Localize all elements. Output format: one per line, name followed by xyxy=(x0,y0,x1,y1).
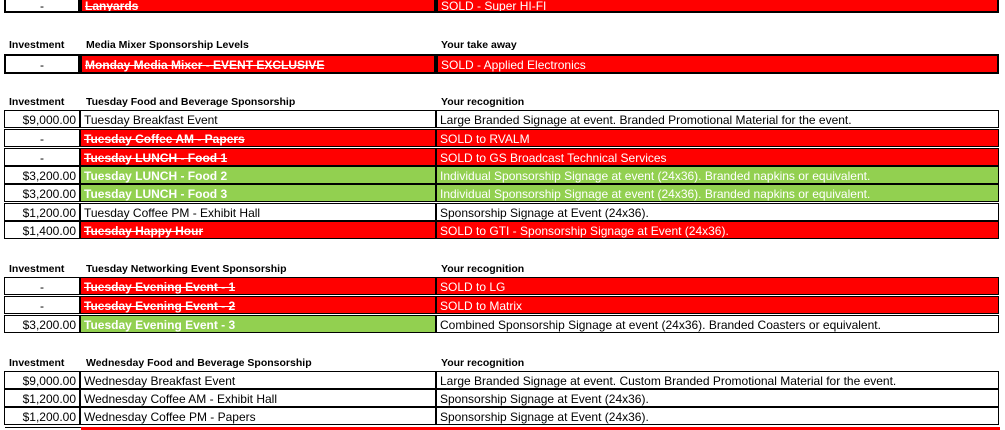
section-title: Tuesday Food and Beverage Sponsorship xyxy=(86,96,296,108)
investment-header: Investment xyxy=(9,263,65,275)
investment-cell[interactable]: $1,400.00 xyxy=(4,221,80,239)
sponsorship-name-cell[interactable]: Tuesday LUNCH - Food 2 xyxy=(80,166,436,184)
investment-cell[interactable]: $1,200.00 xyxy=(4,389,80,407)
recognition-cell[interactable]: Individual Sponsorship Signage at event … xyxy=(436,166,999,184)
investment-cell[interactable]: - xyxy=(4,129,80,147)
recognition-cell[interactable]: Large Branded Signage at event. Custom B… xyxy=(436,371,999,389)
sponsorship-name-cell[interactable]: Lanyards xyxy=(80,0,436,13)
recognition-cell[interactable]: SOLD to LG xyxy=(436,277,999,295)
section-title: Media Mixer Sponsorship Levels xyxy=(86,39,249,51)
investment-cell[interactable]: - xyxy=(4,277,80,295)
investment-cell[interactable]: $3,200.00 xyxy=(4,315,80,333)
investment-header: Investment xyxy=(9,96,65,108)
recognition-header: Your recognition xyxy=(441,357,525,369)
investment-cell[interactable]: - xyxy=(4,0,80,13)
section-title: Tuesday Networking Event Sponsorship xyxy=(86,263,287,275)
sponsorship-name-cell[interactable]: Wednesday Coffee PM - Papers xyxy=(80,407,436,425)
investment-cell[interactable]: $1,200.00 xyxy=(4,203,80,221)
next-row-edge xyxy=(81,427,1000,430)
recognition-cell[interactable]: Sponsorship Signage at Event (24x36). xyxy=(436,407,999,425)
sponsorship-name-cell[interactable]: Tuesday Coffee PM - Exhibit Hall xyxy=(80,203,436,221)
recognition-cell[interactable]: Combined Sponsorship Signage at event (2… xyxy=(436,315,999,333)
recognition-cell[interactable]: Sponsorship Signage at Event (24x36). xyxy=(436,203,999,221)
sponsorship-name-cell[interactable]: Tuesday Coffee AM - Papers xyxy=(80,129,436,147)
recognition-cell[interactable]: Large Branded Signage at event. Branded … xyxy=(436,110,999,128)
sponsorship-name-cell[interactable]: Tuesday LUNCH - Food 3 xyxy=(80,184,436,202)
investment-cell[interactable]: $3,200.00 xyxy=(4,184,80,202)
sponsorship-name-cell[interactable]: Tuesday Breakfast Event xyxy=(80,110,436,128)
recognition-header: Your take away xyxy=(441,39,517,51)
investment-header: Investment xyxy=(9,357,65,369)
next-row-border xyxy=(5,427,81,428)
investment-cell[interactable]: $1,200.00 xyxy=(4,407,80,425)
recognition-cell[interactable]: SOLD to GS Broadcast Technical Services xyxy=(436,148,999,166)
recognition-cell[interactable]: SOLD - Super HI-FI xyxy=(436,0,999,13)
sponsorship-name-cell[interactable]: Tuesday LUNCH - Food 1 xyxy=(80,148,436,166)
investment-cell[interactable]: $9,000.00 xyxy=(4,110,80,128)
sponsorship-name-cell[interactable]: Wednesday Breakfast Event xyxy=(80,371,436,389)
recognition-header: Your recognition xyxy=(441,263,525,275)
recognition-cell[interactable]: SOLD to GTI - Sponsorship Signage at Eve… xyxy=(436,221,999,239)
sponsorship-name-cell[interactable]: Tuesday Evening Event - 2 xyxy=(80,296,436,314)
recognition-cell[interactable]: Sponsorship Signage at Event (24x36). xyxy=(436,389,999,407)
sponsorship-name-cell[interactable]: Tuesday Happy Hour xyxy=(80,221,436,239)
investment-cell[interactable]: - xyxy=(4,54,80,74)
sponsorship-name-cell[interactable]: Monday Media Mixer - EVENT EXCLUSIVE xyxy=(80,54,436,74)
investment-cell[interactable]: - xyxy=(4,296,80,314)
recognition-cell[interactable]: SOLD to RVALM xyxy=(436,129,999,147)
sponsorship-name-cell[interactable]: Tuesday Evening Event - 1 xyxy=(80,277,436,295)
investment-header: Investment xyxy=(9,39,65,51)
recognition-header: Your recognition xyxy=(441,96,525,108)
recognition-cell[interactable]: SOLD to Matrix xyxy=(436,296,999,314)
investment-cell[interactable]: $3,200.00 xyxy=(4,166,80,184)
investment-cell[interactable]: $9,000.00 xyxy=(4,371,80,389)
investment-cell[interactable]: - xyxy=(4,148,80,166)
recognition-cell[interactable]: Individual Sponsorship Signage at event … xyxy=(436,184,999,202)
sponsorship-name-cell[interactable]: Tuesday Evening Event - 3 xyxy=(80,315,436,333)
recognition-cell[interactable]: SOLD - Applied Electronics xyxy=(436,54,999,74)
sponsorship-name-cell[interactable]: Wednesday Coffee AM - Exhibit Hall xyxy=(80,389,436,407)
section-title: Wednesday Food and Beverage Sponsorship xyxy=(86,357,312,369)
